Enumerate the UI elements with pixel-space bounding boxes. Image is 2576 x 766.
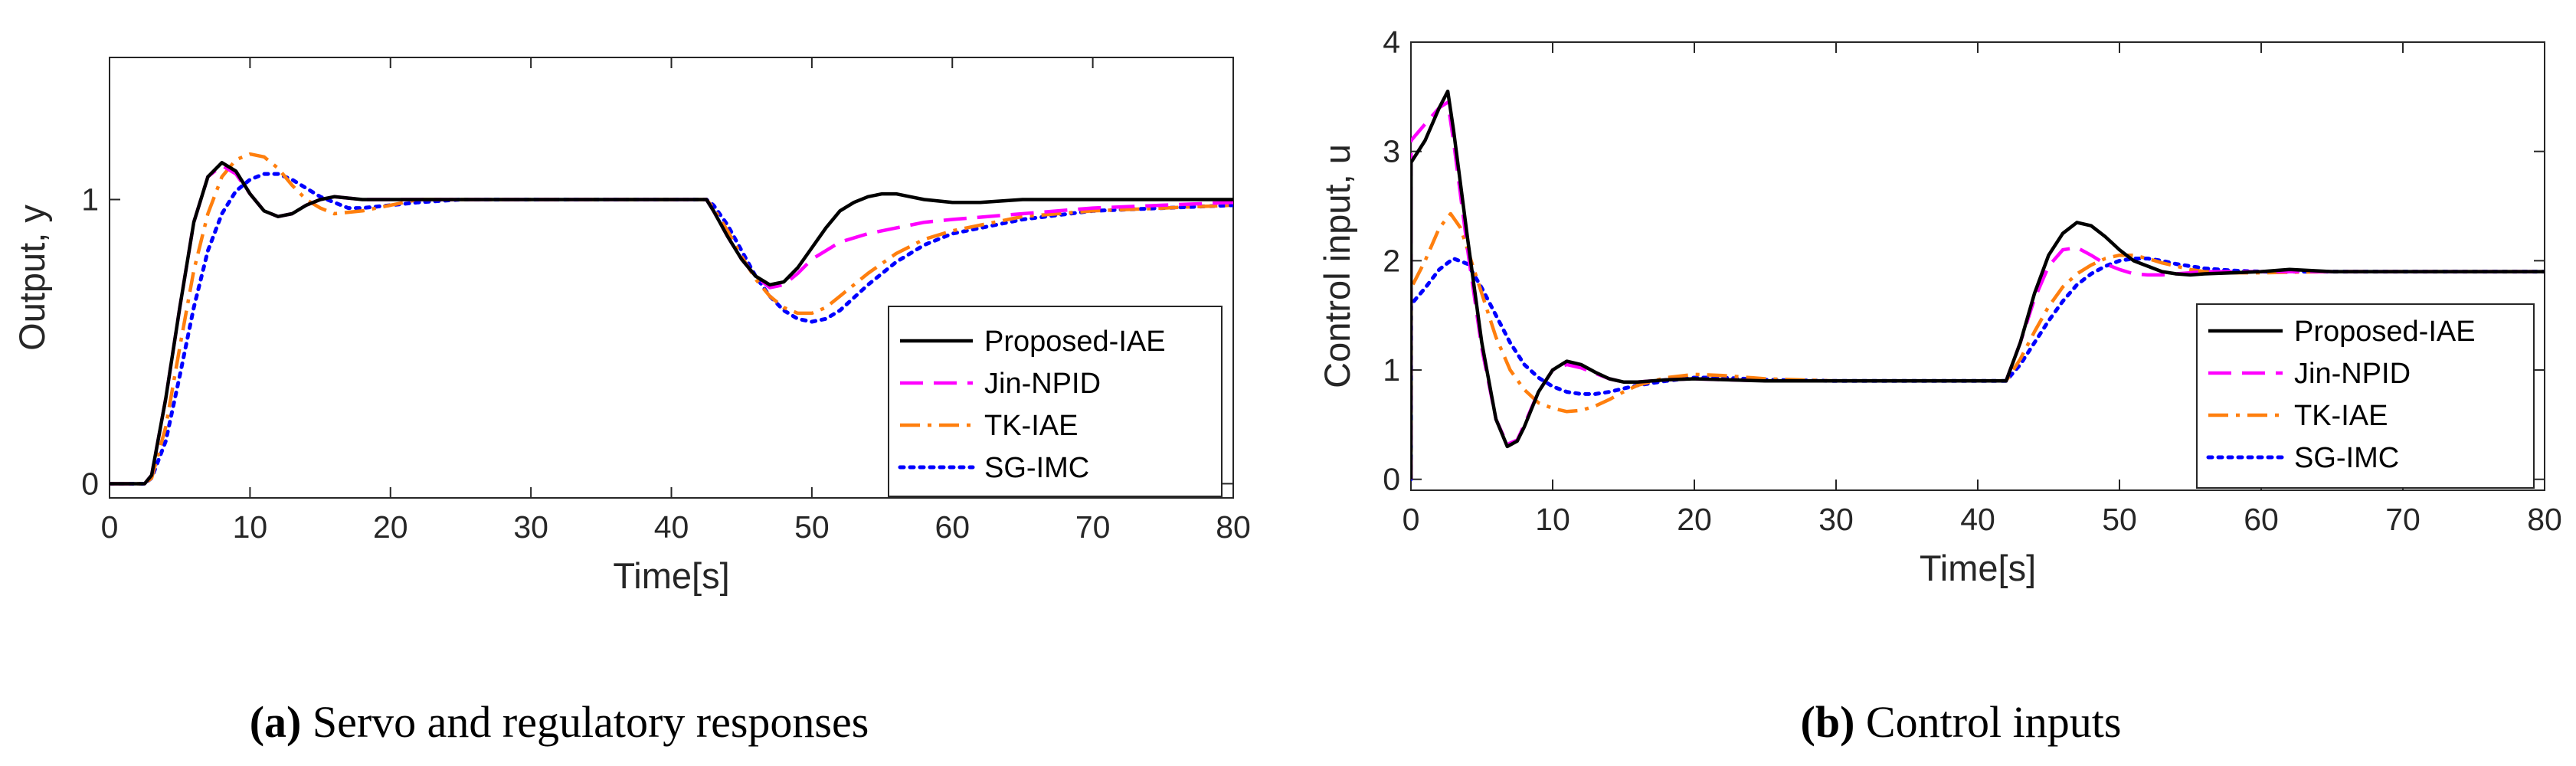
legend-label-a-tk-iae: TK-IAE	[984, 410, 1078, 442]
legend-label-a-jin-npid: Jin-NPID	[984, 368, 1101, 400]
series-line-b-sg-imc	[1411, 257, 2545, 482]
panel-a-servo-regulatory-responses: 0 10 20 30 40 50 60 70 80 0 1 Time[s] Output, y Propo…	[11, 57, 1251, 596]
x-tick-label-a-20: 20	[373, 509, 408, 545]
y-tick-label-b-2: 2	[1383, 243, 1400, 278]
x-tick-label-a-70: 70	[1075, 509, 1111, 545]
legend-box-a	[888, 306, 1223, 497]
series-line-b-proposed-iae	[1411, 89, 2545, 480]
legend-label-b-sg-imc: SG-IMC	[2294, 442, 2399, 474]
x-tick-label-b-30: 30	[1818, 502, 1854, 537]
x-tick-label-b-10: 10	[1535, 502, 1570, 537]
caption-a-tag: (a)	[250, 697, 302, 747]
x-tick-label-a-10: 10	[233, 509, 268, 545]
y-tick-label-b-4: 4	[1383, 25, 1400, 60]
y-tick-label-a-1: 1	[81, 182, 99, 217]
series-group-b	[1411, 89, 2545, 482]
caption-a-text: Servo and regulatory responses	[301, 697, 869, 747]
legend-label-b-proposed-iae: Proposed-IAE	[2294, 316, 2476, 348]
y-tick-label-a-0: 0	[81, 466, 99, 501]
legend-label-b-jin-npid: Jin-NPID	[2294, 358, 2411, 390]
x-tick-label-a-40: 40	[654, 509, 689, 545]
series-line-b-tk-iae	[1411, 211, 2545, 480]
y-tick-label-b-1: 1	[1383, 352, 1400, 388]
legend-label-a-sg-imc: SG-IMC	[984, 452, 1089, 484]
x-axis-label-a: Time[s]	[613, 555, 729, 596]
x-tick-label-b-60: 60	[2244, 502, 2279, 537]
x-tick-label-b-80: 80	[2527, 502, 2562, 537]
x-tick-label-b-0: 0	[1403, 502, 1420, 537]
x-tick-label-b-50: 50	[2102, 502, 2137, 537]
series-group-a	[110, 152, 1233, 486]
x-tick-label-b-70: 70	[2385, 502, 2421, 537]
caption-b-tag: (b)	[1801, 697, 1855, 747]
x-tick-label-b-20: 20	[1677, 502, 1712, 537]
panel-b-control-inputs: 0 10 20 30 40 50 60 70 80 0 1 2 3 4 Time[s] Control inp…	[1317, 25, 2562, 588]
caption-b: (b) Control inputs	[1801, 697, 2122, 747]
x-tick-label-a-30: 30	[513, 509, 548, 545]
y-tick-label-b-0: 0	[1383, 462, 1400, 497]
legend-label-b-tk-iae: TK-IAE	[2294, 400, 2388, 432]
y-tick-label-b-3: 3	[1383, 134, 1400, 169]
x-tick-label-b-40: 40	[1960, 502, 1995, 537]
x-tick-label-a-80: 80	[1216, 509, 1251, 545]
legend-label-a-proposed-iae: Proposed-IAE	[984, 326, 1166, 358]
caption-b-text: Control inputs	[1854, 697, 2121, 747]
x-tick-label-a-0: 0	[101, 509, 119, 545]
series-line-a-proposed-iae	[110, 161, 1233, 486]
x-axis-label-b: Time[s]	[1920, 548, 2036, 588]
y-axis-label-b: Control input, u	[1317, 144, 1357, 388]
x-tick-label-a-60: 60	[934, 509, 970, 545]
x-tick-label-a-50: 50	[794, 509, 830, 545]
caption-a: (a) Servo and regulatory responses	[250, 697, 869, 747]
y-axis-label-a: Output, y	[11, 205, 52, 351]
